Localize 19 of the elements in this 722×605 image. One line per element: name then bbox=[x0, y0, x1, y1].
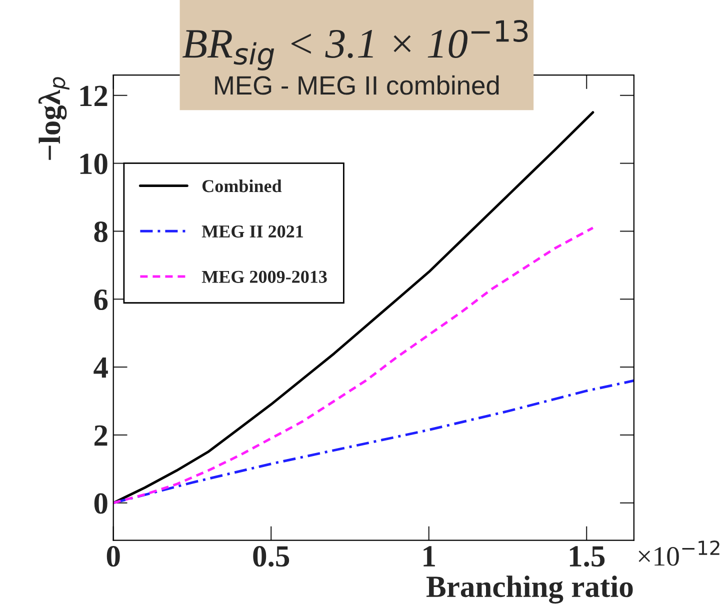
chart-title: BR$_{sig}$ < 3.1 × 10$^{−13}$ bbox=[182, 20, 528, 70]
line-series bbox=[113, 226, 594, 504]
y-tick-label: 2 bbox=[94, 425, 108, 446]
legend-label: MEG II 2021 bbox=[202, 225, 303, 238]
x-tick-label: 1.5 bbox=[570, 546, 605, 567]
y-tick-label: 10 bbox=[80, 154, 108, 174]
y-tick-label: 8 bbox=[94, 222, 108, 242]
x-tick-label: 0.5 bbox=[253, 546, 290, 567]
legend-label: MEG 2009-2013 bbox=[202, 270, 327, 283]
chart-subtitle: MEG - MEG II combined bbox=[215, 75, 499, 95]
y-tick-label: 12 bbox=[80, 86, 108, 106]
x-axis-title: Branching ratio bbox=[426, 576, 633, 604]
y-tick-label: 0 bbox=[94, 493, 108, 514]
legend-label: Combined bbox=[202, 180, 282, 192]
x-tick-label: 1 bbox=[424, 546, 435, 566]
text: ×10$^{−12}$ bbox=[638, 540, 720, 566]
y-tick-label: 4 bbox=[94, 358, 108, 378]
y-tick-label: 6 bbox=[94, 290, 108, 310]
y-axis-title: −logλ$_{p}$ bbox=[38, 77, 70, 160]
